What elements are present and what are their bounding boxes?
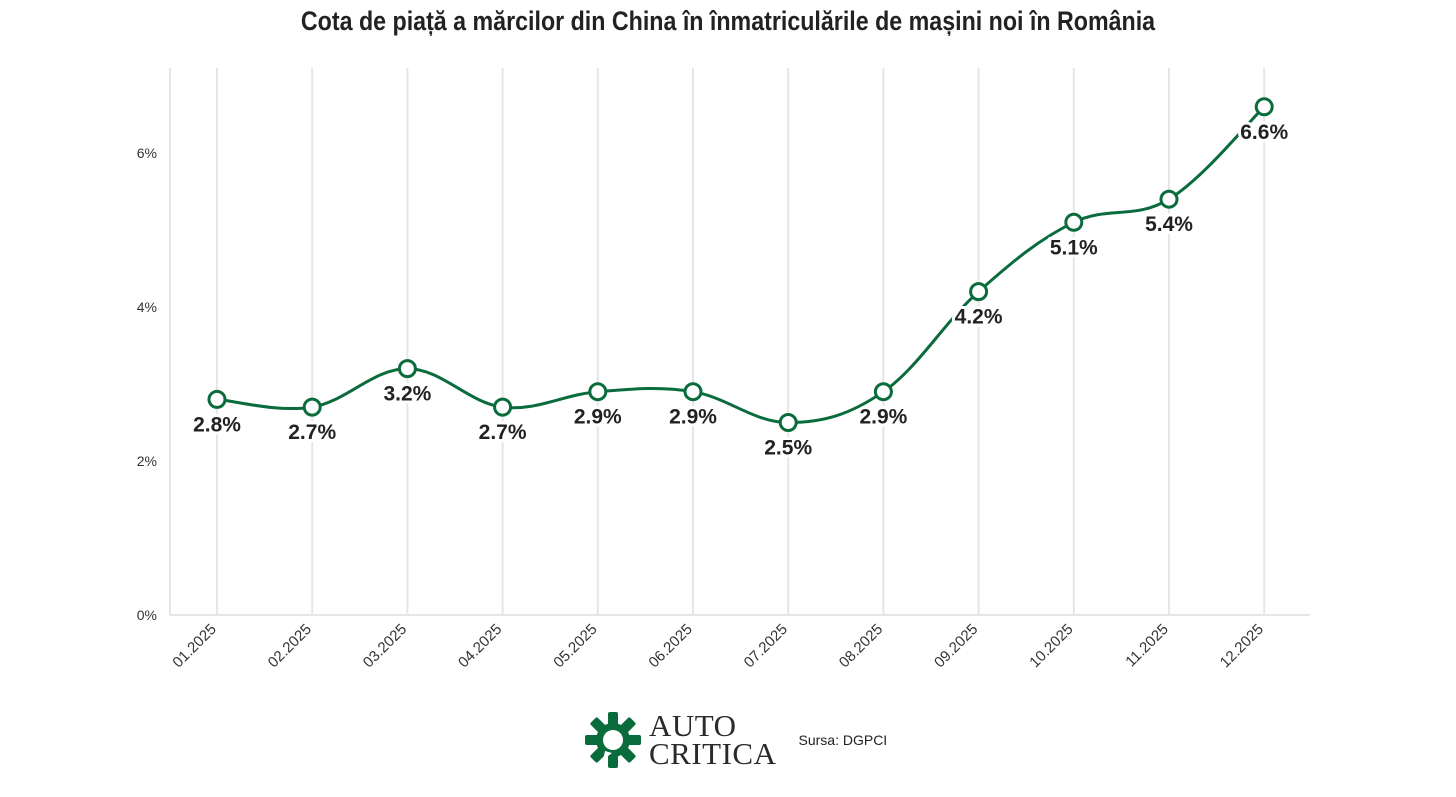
data-label-halo: 2.5%: [764, 437, 812, 460]
x-tick-label: 11.2025: [1122, 621, 1172, 671]
x-tick-label: 05.2025: [550, 621, 600, 671]
x-tick-label: 06.2025: [645, 621, 695, 671]
data-points: [207, 97, 1274, 432]
y-tick-label: 0%: [137, 607, 157, 623]
data-label: 2.5%: [764, 437, 812, 460]
brand-line-2: CRITICA: [649, 736, 777, 771]
y-tick-labels: 0% 2% 4% 6%: [137, 145, 157, 623]
data-point: [302, 397, 322, 417]
data-point: [778, 413, 798, 432]
data-label-halo: 2.9%: [574, 406, 622, 429]
data-label-halo: 2.9%: [669, 406, 717, 429]
data-point: [1159, 189, 1179, 209]
y-tick-label: 6%: [137, 145, 157, 161]
data-label: 2.7%: [288, 421, 336, 444]
data-label-halo: 5.4%: [1145, 213, 1193, 236]
data-label-halo: 2.7%: [288, 421, 336, 444]
data-label: 4.2%: [955, 306, 1003, 329]
data-point: [397, 359, 417, 379]
data-label: 2.9%: [669, 406, 717, 429]
data-label: 5.4%: [1145, 213, 1193, 236]
y-tick-label: 2%: [137, 453, 157, 469]
data-point: [1254, 97, 1274, 117]
x-tick-label: 02.2025: [265, 621, 315, 671]
data-label-halo: 4.2%: [955, 306, 1003, 329]
data-point: [207, 389, 227, 409]
x-tick-label: 10.2025: [1026, 621, 1076, 671]
data-label-halo: 6.6%: [1240, 121, 1288, 144]
gear-tooth: [585, 735, 599, 745]
data-point: [873, 382, 893, 402]
data-label-halo: 2.8%: [193, 413, 241, 436]
brand-line-1: AUTO: [649, 708, 737, 743]
x-tick-label: 03.2025: [360, 621, 410, 671]
series-line: [216, 105, 1266, 425]
gear-tooth: [608, 712, 618, 726]
x-tick-labels: 01.2025 02.2025 03.2025 04.2025 05.2025 06.20…: [169, 621, 1267, 671]
autocritica-gear-logo-icon: [585, 712, 641, 768]
gear-tooth: [608, 754, 618, 768]
grid-lines: [216, 68, 1266, 615]
data-label: 2.8%: [193, 413, 241, 436]
data-label-halo: 2.7%: [479, 421, 527, 444]
source-note: Sursa: DGPCI: [798, 732, 888, 748]
data-labels: 2.8%2.8% 2.7%2.7%3.2%3.2%2.7%2.7%2.9%2.9%…: [190, 118, 1291, 463]
data-label: 2.7%: [479, 421, 527, 444]
data-point: [588, 382, 608, 402]
series-line-path: [216, 105, 1266, 425]
x-tick-label: 12.2025: [1217, 621, 1267, 671]
data-label-halo: 5.1%: [1050, 236, 1098, 259]
data-point: [969, 282, 989, 302]
x-tick-label: 07.2025: [741, 621, 791, 671]
data-label: 2.9%: [859, 406, 907, 429]
brand-wordmark: AUTO CRITICA: [649, 708, 777, 771]
chart-title: Cota de piață a mărcilor din China în în…: [300, 6, 1156, 36]
data-label: 3.2%: [383, 383, 431, 406]
data-point: [1064, 212, 1084, 232]
data-point: [683, 382, 703, 402]
data-label: 2.9%: [574, 406, 622, 429]
gear-tooth: [627, 735, 641, 745]
y-tick-label: 4%: [137, 299, 157, 315]
data-label-halo: 2.9%: [859, 406, 907, 429]
footer: AUTO CRITICA Sursa: DGPCI: [583, 710, 887, 770]
axes: [169, 68, 1310, 616]
line-chart: 0% 2% 4% 6% 01.2025 02.2025 03.2025 04.2025 05.…: [137, 68, 1310, 671]
x-tick-label: 04.2025: [455, 621, 505, 671]
data-label: 6.6%: [1240, 121, 1288, 144]
x-tick-label: 09.2025: [931, 621, 981, 671]
data-point: [493, 397, 513, 417]
x-tick-label: 01.2025: [169, 621, 219, 671]
x-tick-label: 08.2025: [836, 621, 886, 671]
data-label: 5.1%: [1050, 236, 1098, 259]
data-label-halo: 3.2%: [383, 383, 431, 406]
